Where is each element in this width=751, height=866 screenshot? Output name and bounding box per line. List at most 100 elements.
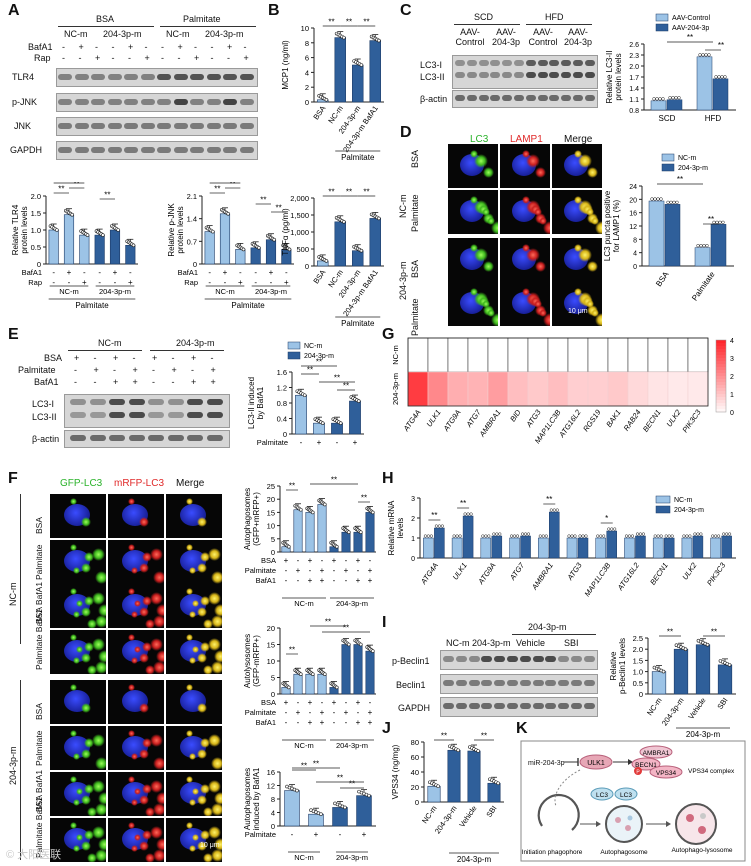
sign: + [320, 718, 325, 727]
sign: - [309, 566, 312, 575]
micrograph-tile [448, 144, 498, 188]
sig-mark: ** [343, 382, 349, 391]
puncta [139, 795, 149, 805]
band-lc3i [537, 60, 548, 66]
band [157, 123, 171, 129]
y-tick-label: 0 [639, 690, 643, 699]
x-tick-label: NC-m [645, 696, 664, 717]
sign: - [52, 278, 55, 287]
bar [352, 250, 364, 267]
scale-step [716, 397, 726, 401]
data-point [342, 35, 346, 40]
puncta [84, 642, 94, 652]
bar [651, 671, 667, 695]
y-tick-label: 2.0 [31, 192, 41, 201]
sign: + [113, 268, 118, 277]
data-point [722, 532, 726, 536]
data-point [655, 97, 659, 101]
legend-swatch [655, 505, 671, 514]
bar [577, 537, 589, 559]
y-axis-label: LC3 puncta positivefor LAMP1 (%) [603, 190, 621, 261]
sign: - [254, 278, 257, 287]
band-lc3i [455, 60, 465, 66]
puncta [150, 638, 163, 651]
panel-e-blot-lc3i: LC3-I [32, 399, 55, 409]
heatmap-cell [407, 337, 429, 373]
puncta [211, 661, 222, 674]
data-point [677, 96, 681, 100]
legend-label: AAV-Control [672, 15, 710, 22]
scale-step [716, 367, 726, 371]
sign: + [269, 268, 274, 277]
data-point [658, 97, 662, 101]
scale-step [716, 409, 726, 413]
puncta [131, 611, 138, 618]
sig-mark: ** [58, 185, 64, 194]
band [107, 123, 122, 129]
y-tick-label: 8 [633, 237, 637, 244]
puncta [189, 657, 196, 664]
band-pbeclin1 [558, 656, 570, 662]
puncta [142, 596, 152, 606]
puncta [543, 221, 550, 234]
data-point [512, 534, 517, 538]
sign: - [297, 718, 300, 727]
puncta [87, 807, 97, 816]
micrograph-tile [50, 726, 106, 770]
puncta [153, 615, 164, 628]
puncta [81, 703, 91, 713]
scale-step [716, 352, 726, 356]
puncta [186, 588, 193, 595]
sign: + [132, 377, 138, 387]
data-point [520, 532, 525, 536]
data-point [552, 508, 556, 512]
y-tick-label: 1.1 [629, 97, 639, 104]
puncta [470, 150, 478, 158]
puncta [186, 776, 193, 783]
band [140, 74, 155, 80]
bar [265, 239, 277, 265]
chart-relative-mrna: 0 1 2 3 Relative mRNAlevels NC-m 204-3p-m ** ATG… [387, 495, 736, 598]
scale-tick: 2 [730, 374, 734, 381]
band-pbeclin1 [481, 656, 493, 662]
data-point [377, 216, 381, 221]
data-point [671, 96, 675, 100]
puncta [139, 607, 149, 617]
sign: - [171, 377, 175, 387]
data-point [581, 534, 585, 538]
band [206, 74, 221, 80]
sign: - [62, 42, 65, 52]
sig-mark: ** [214, 185, 220, 194]
data-point [714, 534, 718, 538]
data-point [610, 527, 614, 531]
data-point [688, 534, 692, 538]
band [74, 123, 89, 129]
scale-step [716, 385, 726, 389]
sign: - [357, 566, 360, 575]
sign: + [332, 698, 337, 707]
puncta [203, 853, 213, 862]
sign: + [368, 718, 373, 727]
puncta [81, 563, 91, 573]
sign: + [78, 42, 84, 52]
footer-label: Palmitate [341, 319, 375, 328]
puncta [214, 650, 222, 663]
data-point [342, 219, 346, 224]
sig-mark: ** [667, 628, 673, 637]
panel-i-blot-pbeclin: p-Beclin1 [392, 656, 430, 666]
y-tick-label: 1.4 [187, 215, 197, 224]
data-point [570, 534, 574, 538]
y-tick-label: 2.3 [629, 53, 639, 60]
bar [663, 537, 675, 559]
band-beclin1 [494, 680, 506, 686]
x-tick-label: ATG9A [476, 561, 498, 587]
puncta [522, 150, 530, 158]
data-point [683, 647, 688, 652]
sign: - [161, 42, 164, 52]
sig-mark: ** [66, 182, 72, 184]
panel-f-row-label: Palmitate [34, 730, 44, 766]
sign: + [368, 576, 373, 585]
sign: - [297, 556, 300, 565]
bar [332, 807, 348, 827]
